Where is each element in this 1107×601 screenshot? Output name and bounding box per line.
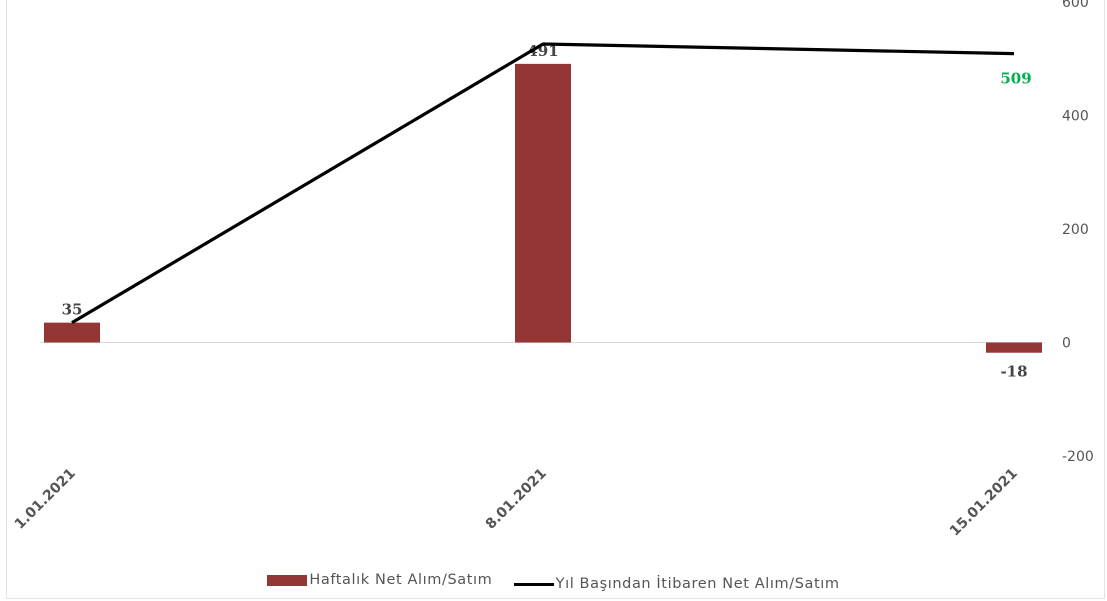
bar [44, 322, 100, 343]
y-tick-label: 0 [1062, 336, 1071, 352]
bar [986, 342, 1042, 353]
legend-line-label: Yıl Başından İtibaren Net Alım/Satım [555, 576, 840, 592]
cumulative-line [71, 42, 1015, 325]
bar-data-label: 491 [527, 42, 558, 60]
y-tick-label: 400 [1062, 109, 1089, 125]
x-category-label: 15.01.2021 [947, 466, 1021, 540]
legend-bar-label: Haftalık Net Alım/Satım [309, 572, 493, 588]
legend: Haftalık Net Alım/Satım Yıl Başından İti… [0, 572, 1107, 592]
legend-item-bar: Haftalık Net Alım/Satım [267, 572, 492, 588]
bar [515, 63, 571, 343]
y-tick-label: -200 [1062, 449, 1094, 465]
x-category-label: 1.01.2021 [12, 466, 79, 533]
legend-bar-swatch [267, 574, 308, 586]
legend-item-line: Yıl Başından İtibaren Net Alım/Satım [513, 576, 840, 592]
y-tick-label: 600 [1062, 0, 1089, 11]
legend-line-swatch [513, 582, 554, 586]
line-data-label: 509 [1000, 70, 1031, 88]
bar-data-label: 35 [62, 301, 83, 319]
y-tick-label: 200 [1062, 222, 1089, 238]
x-category-label: 8.01.2021 [483, 466, 550, 533]
bar-data-label: -18 [1000, 363, 1027, 381]
